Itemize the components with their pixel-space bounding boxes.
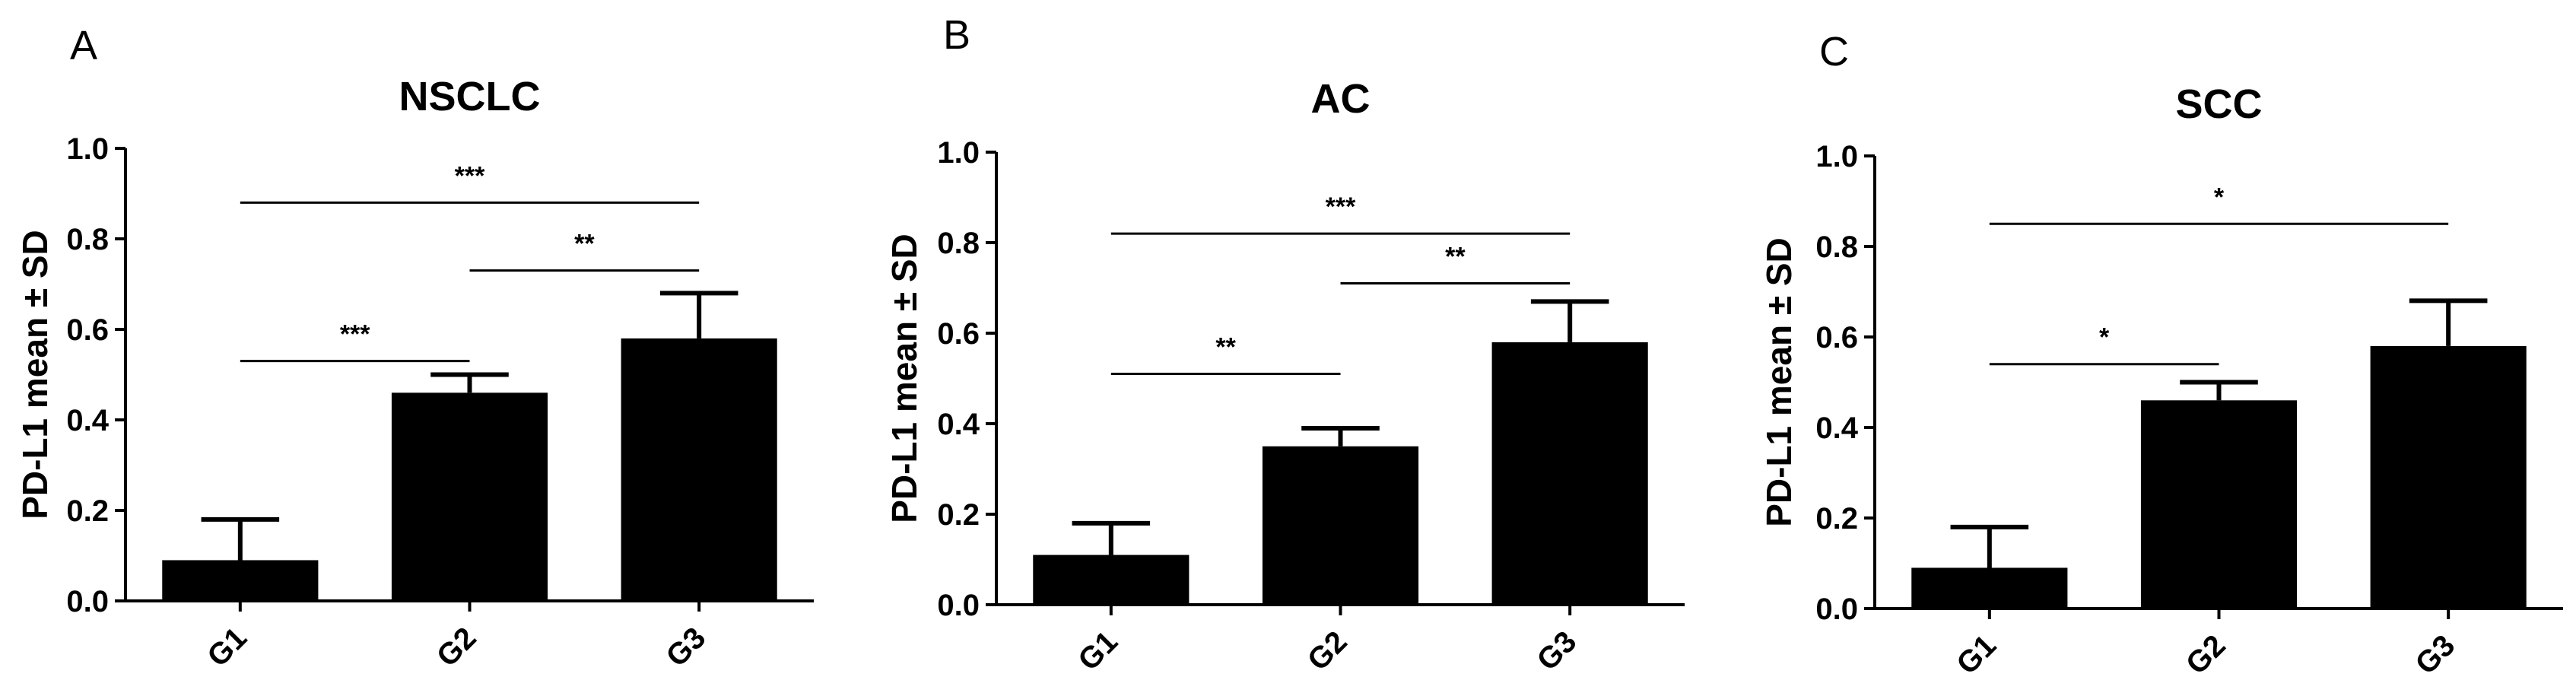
- y-tick-label: 0.0: [66, 585, 109, 618]
- x-tick-label: G2: [430, 621, 483, 673]
- y-tick-label: 0.0: [1815, 593, 1858, 626]
- bar-g3: [621, 338, 777, 601]
- significance-label: ***: [340, 320, 370, 349]
- y-tick-label: 0.8: [937, 227, 980, 260]
- bar-g1: [1033, 555, 1190, 605]
- x-tick-label: G2: [2180, 628, 2232, 681]
- significance-label: **: [1215, 333, 1236, 362]
- y-axis-label: PD-L1 mean ± SD: [885, 234, 924, 523]
- significance-label: ***: [1326, 192, 1356, 221]
- y-tick-label: 0.6: [937, 317, 980, 351]
- x-tick-label: G1: [201, 621, 253, 673]
- chart-panel-c: C SCC PD-L1 mean ± SD 0.0 0.2 0.4 0.6 0.8 1.0 G1 G…: [1759, 29, 2563, 681]
- chart-panel-b: B AC PD-L1 mean ± SD 0.0 0.2 0.4 0.6 0.8 1.0 G1 G2…: [885, 12, 1685, 677]
- y-tick-label: 0.2: [66, 494, 109, 528]
- x-tick-label: G2: [1301, 624, 1354, 677]
- y-tick-label: 0.0: [937, 589, 980, 622]
- y-tick-label: 0.2: [1815, 502, 1858, 536]
- y-tick-label: 1.0: [937, 136, 980, 170]
- chart-title: AC: [1311, 76, 1371, 122]
- significance-label: **: [1445, 243, 1466, 272]
- bar-g2: [2140, 400, 2298, 609]
- chart-panel-a: A NSCLC PD-L1 mean ± SD 0.0 0.2 0.4 0.6 0.8 1.0 G…: [15, 23, 814, 673]
- y-axis-label: PD-L1 mean ± SD: [1759, 237, 1799, 527]
- y-axis-label: PD-L1 mean ± SD: [15, 230, 55, 520]
- significance-label: *: [2099, 323, 2110, 352]
- y-tick-label: 0.4: [937, 408, 980, 441]
- significance-label: **: [574, 230, 595, 259]
- y-tick-label: 0.2: [937, 498, 980, 532]
- y-tick-label: 1.0: [1815, 140, 1858, 173]
- x-tick-label: G1: [1950, 628, 2003, 681]
- bar-g2: [391, 392, 548, 601]
- panel-letter: B: [943, 12, 970, 58]
- bar-g1: [1911, 567, 2068, 609]
- y-tick-label: 0.6: [66, 313, 109, 347]
- y-tick-label: 0.8: [1815, 230, 1858, 264]
- panel-letter: A: [70, 23, 97, 68]
- panel-letter: C: [1819, 29, 1849, 75]
- bar-g3: [2370, 345, 2527, 609]
- x-tick-label: G3: [660, 621, 713, 673]
- bar-g2: [1262, 446, 1419, 605]
- y-tick-label: 0.6: [1815, 321, 1858, 354]
- x-tick-label: G1: [1072, 624, 1124, 677]
- x-tick-label: G3: [2409, 628, 2462, 681]
- significance-label: ***: [455, 161, 485, 190]
- y-tick-label: 1.0: [66, 132, 109, 166]
- chart-title: NSCLC: [399, 74, 541, 119]
- chart-title: SCC: [2175, 81, 2262, 127]
- x-tick-label: G3: [1531, 624, 1583, 677]
- y-tick-label: 0.8: [66, 223, 109, 256]
- y-tick-label: 0.4: [66, 404, 109, 437]
- significance-label: *: [2214, 183, 2225, 211]
- bar-g1: [162, 560, 319, 601]
- bar-g3: [1491, 342, 1648, 605]
- y-tick-label: 0.4: [1815, 412, 1858, 445]
